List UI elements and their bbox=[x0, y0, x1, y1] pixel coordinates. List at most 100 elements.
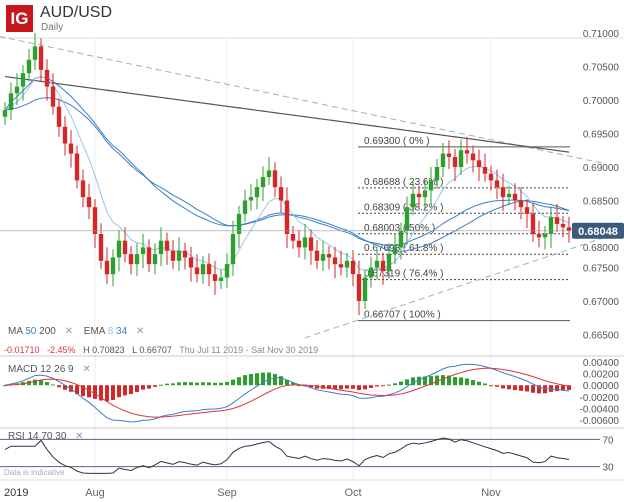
macd-histogram-bar bbox=[447, 375, 451, 386]
macd-histogram-bar bbox=[339, 385, 343, 390]
candle-body bbox=[80, 180, 86, 198]
candle-body bbox=[302, 237, 308, 248]
candle-body bbox=[296, 240, 302, 248]
candle-body bbox=[272, 170, 278, 188]
candle-body bbox=[458, 150, 464, 167]
macd-histogram-bar bbox=[399, 381, 403, 386]
candle-body bbox=[218, 277, 224, 281]
macd-histogram-bar bbox=[477, 381, 481, 386]
candle-body bbox=[314, 250, 320, 261]
macd-histogram-bar bbox=[411, 377, 415, 386]
macd-histogram-bar bbox=[159, 384, 163, 386]
candle-body bbox=[230, 234, 236, 265]
rsi-legend: RSI 14 70 30 ✕ bbox=[8, 431, 92, 442]
macd-histogram-bar bbox=[363, 385, 367, 390]
price-tick-label: 0.68000 bbox=[583, 243, 620, 254]
fib-level-label: 0.66707 ( 100% ) bbox=[364, 310, 441, 321]
macd-histogram-bar bbox=[219, 382, 223, 386]
remove-ema-icon[interactable]: ✕ bbox=[135, 326, 145, 337]
instrument-title: AUD/USD bbox=[40, 4, 113, 21]
macd-tick-label: 0.00400 bbox=[583, 358, 620, 369]
macd-histogram-bar bbox=[453, 376, 457, 386]
macd-histogram-bar bbox=[405, 379, 409, 386]
macd-histogram-bar bbox=[249, 374, 253, 386]
macd-histogram-bar bbox=[195, 382, 199, 386]
macd-histogram-bar bbox=[51, 384, 55, 386]
macd-histogram-bar bbox=[501, 385, 505, 389]
trendline bbox=[304, 236, 606, 339]
candle-body bbox=[224, 264, 230, 278]
candle-body bbox=[374, 260, 380, 268]
macd-histogram-bar bbox=[237, 377, 241, 386]
macd-histogram-bar bbox=[201, 382, 205, 386]
candle-body bbox=[362, 277, 368, 301]
macd-histogram-bar bbox=[57, 385, 61, 388]
candle-body bbox=[188, 257, 194, 268]
remove-ma-icon[interactable]: ✕ bbox=[64, 326, 73, 337]
candle-body bbox=[320, 254, 326, 261]
macd-histogram-bar bbox=[123, 385, 127, 396]
remove-macd-icon[interactable]: ✕ bbox=[82, 364, 91, 375]
macd-histogram-bar bbox=[153, 385, 157, 387]
macd-histogram-bar bbox=[333, 385, 337, 390]
price-tick-label: 0.67500 bbox=[583, 264, 620, 275]
candle-body bbox=[506, 193, 512, 198]
macd-histogram-bar bbox=[531, 385, 535, 393]
remove-rsi-icon[interactable]: ✕ bbox=[75, 431, 84, 442]
candle-body bbox=[278, 187, 284, 201]
macd-histogram-bar bbox=[489, 385, 493, 387]
candle-body bbox=[554, 217, 560, 224]
last-price-label: 0.68048 bbox=[578, 226, 618, 238]
ema-label: EMA bbox=[83, 326, 105, 337]
ma200-line bbox=[4, 75, 570, 153]
price-panel bbox=[0, 38, 624, 320]
macd-histogram-bar bbox=[273, 373, 277, 386]
candle-body bbox=[212, 274, 218, 281]
macd-signal: 9 bbox=[68, 364, 74, 375]
candle-body bbox=[512, 193, 518, 201]
candle-body bbox=[284, 200, 290, 234]
candle-body bbox=[494, 180, 500, 188]
macd-histogram-bar bbox=[81, 385, 85, 397]
macd-histogram-bar bbox=[375, 385, 379, 387]
macd-fast: 12 bbox=[40, 364, 52, 375]
macd-histogram-bar bbox=[519, 385, 523, 391]
candle-body bbox=[332, 257, 338, 265]
macd-histogram-bar bbox=[357, 385, 361, 391]
candle-body bbox=[242, 200, 248, 214]
rsi-label: RSI bbox=[8, 431, 25, 442]
macd-histogram-bar bbox=[297, 385, 301, 387]
macd-histogram-bar bbox=[111, 385, 115, 400]
candle-body bbox=[98, 234, 104, 261]
macd-histogram-bar bbox=[189, 382, 193, 386]
candle-body bbox=[446, 153, 452, 157]
macd-histogram-bar bbox=[261, 372, 265, 386]
candle-body bbox=[92, 207, 98, 234]
macd-histogram-bar bbox=[39, 380, 43, 386]
candle-body bbox=[134, 254, 140, 265]
candle-body bbox=[14, 86, 20, 94]
candle-body bbox=[566, 227, 572, 231]
macd-histogram-bar bbox=[93, 385, 97, 399]
macd-histogram-bar bbox=[483, 383, 487, 386]
macd-histogram-bar bbox=[213, 382, 217, 386]
candle-body bbox=[254, 187, 260, 198]
macd-histogram-bar bbox=[45, 382, 49, 386]
macd-histogram-bar bbox=[441, 375, 445, 386]
candle-body bbox=[152, 254, 158, 265]
candle-body bbox=[542, 234, 548, 238]
candle-body bbox=[500, 187, 506, 198]
candle-body bbox=[176, 250, 182, 261]
candle-body bbox=[404, 207, 410, 231]
macd-histogram-bar bbox=[417, 376, 421, 386]
macd-histogram-bar bbox=[537, 385, 541, 394]
date-tick-label: Nov bbox=[481, 487, 501, 499]
rsi-lower: 30 bbox=[55, 431, 67, 442]
price-tick-label: 0.66500 bbox=[583, 331, 620, 342]
candle-body bbox=[110, 257, 116, 275]
candle-body bbox=[104, 260, 110, 275]
candle-body bbox=[86, 197, 92, 208]
candle-body bbox=[530, 213, 536, 234]
macd-histogram-bar bbox=[207, 382, 211, 386]
